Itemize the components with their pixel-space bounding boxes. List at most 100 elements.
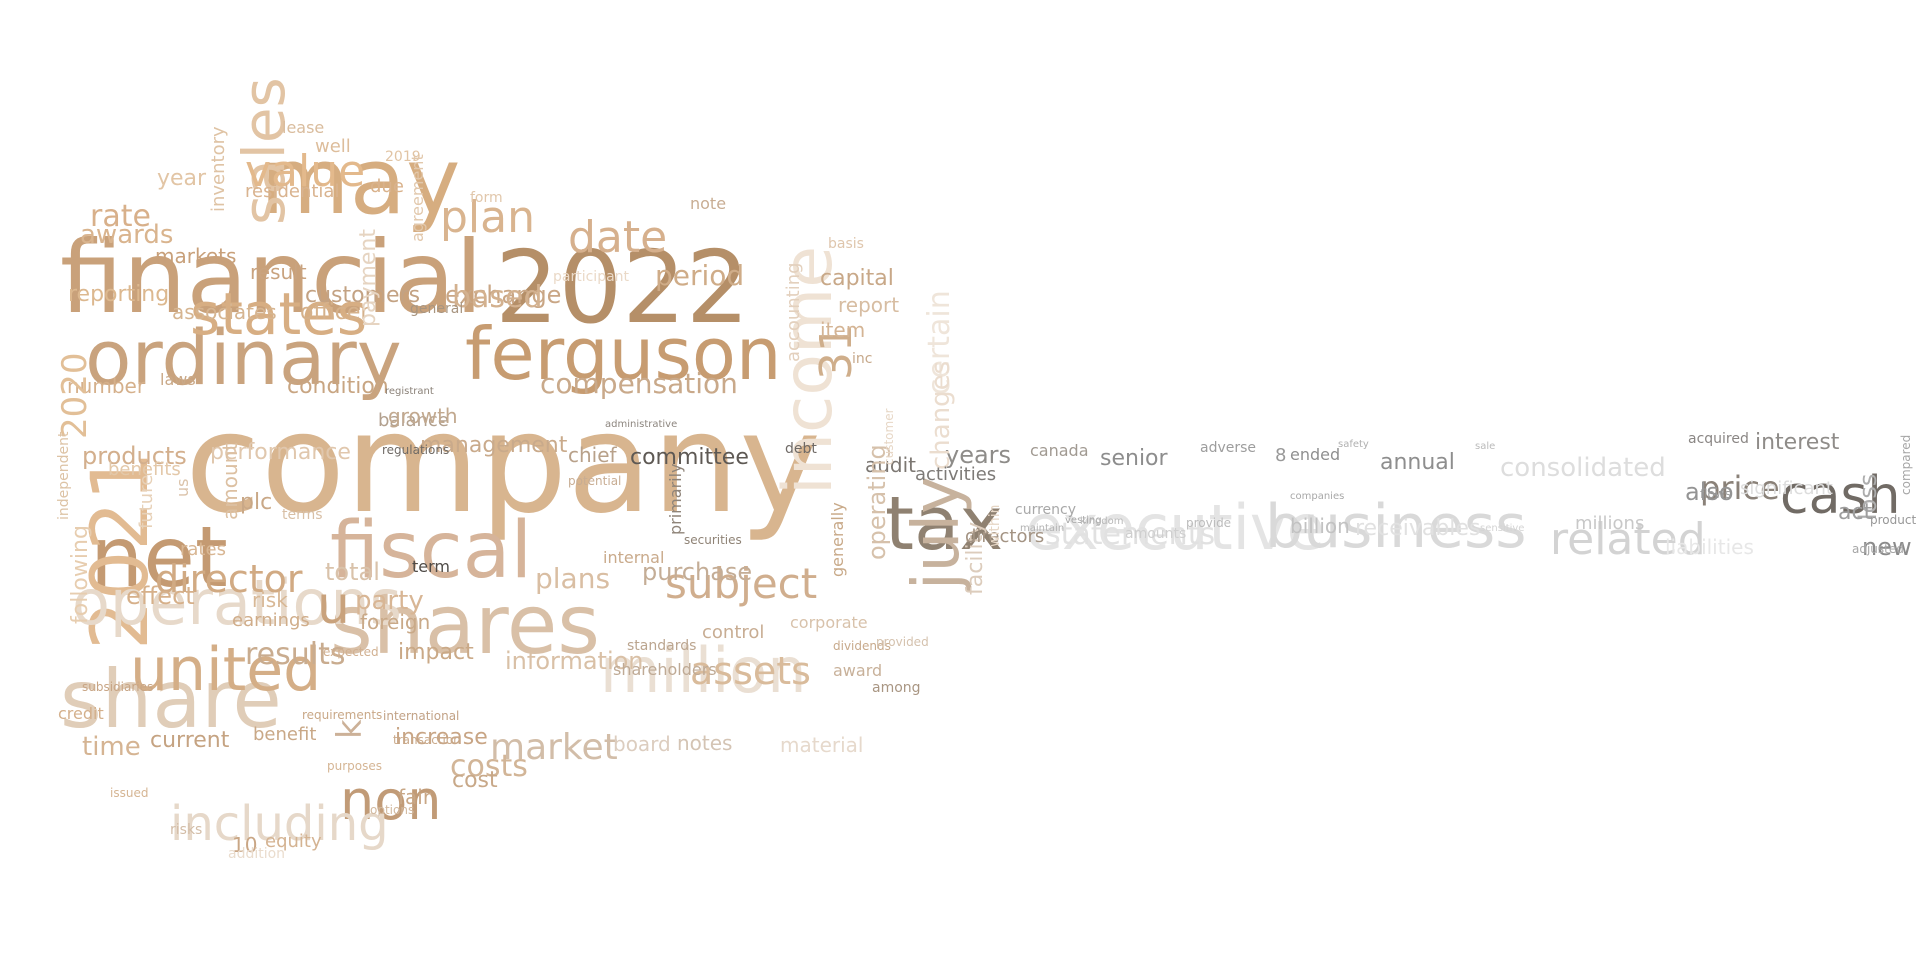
cloud-word-audit: audit: [865, 453, 917, 477]
cloud-word-registrant: registrant: [385, 386, 434, 397]
cloud-word-sale: sale: [1475, 441, 1496, 452]
cloud-word-balance: balance: [378, 410, 449, 431]
cloud-word-benefits: benefits: [108, 459, 181, 480]
cloud-word-control: control: [702, 622, 765, 643]
cloud-word-independent: independent: [56, 431, 72, 521]
cloud-word-ended: ended: [1290, 445, 1341, 464]
cloud-word-impact: impact: [398, 640, 474, 665]
cloud-word-business: business: [1265, 492, 1527, 562]
cloud-word-price: price: [1700, 469, 1780, 507]
cloud-word-purposes: purposes: [327, 759, 383, 773]
cloud-word-terms: terms: [282, 507, 323, 523]
cloud-word-exchange: exchange: [445, 281, 562, 309]
cloud-word-board: board: [613, 732, 671, 756]
cloud-word-cash: cash: [1780, 466, 1901, 526]
cloud-word-senior: senior: [1100, 446, 1168, 471]
cloud-word-reporting: reporting: [68, 282, 170, 307]
cloud-word-rate: rate: [90, 199, 151, 234]
cloud-word-value: value: [245, 146, 366, 197]
cloud-word-options: options: [370, 803, 415, 817]
cloud-word-addition: addition: [228, 846, 286, 862]
cloud-word-equity: equity: [265, 831, 322, 852]
cloud-word-share: share: [60, 653, 282, 746]
cloud-word-directors: directors: [965, 526, 1045, 547]
cloud-word-director: director: [155, 557, 303, 601]
cloud-word-also: also: [1685, 478, 1734, 506]
cloud-word-rates: rates: [180, 539, 226, 560]
cloud-word-dividends: dividends: [833, 639, 891, 653]
cloud-word-vesting: vesting: [1065, 515, 1102, 526]
cloud-word-corporate: corporate: [790, 613, 868, 632]
cloud-word-united: united: [130, 635, 322, 705]
cloud-word-including: including: [170, 796, 389, 852]
cloud-word-costs: costs: [450, 749, 528, 784]
cloud-word-form: form: [470, 190, 503, 206]
cloud-word-management: management: [420, 433, 568, 458]
cloud-word-basis: basis: [828, 236, 864, 252]
cloud-word-condition: condition: [287, 374, 389, 399]
cloud-word-issued: issued: [110, 786, 149, 800]
cloud-word-information: information: [505, 647, 644, 675]
cloud-word-liabilities: liabilities: [1665, 535, 1754, 559]
cloud-word-lease: lease: [282, 118, 325, 137]
cloud-word-act: act: [1838, 500, 1873, 525]
cloud-word-associates: associates: [172, 300, 277, 324]
cloud-word-awards: awards: [80, 220, 174, 250]
cloud-word-products: products: [82, 442, 187, 470]
cloud-word-may: may: [260, 128, 461, 235]
cloud-word-market: market: [490, 727, 618, 768]
cloud-word-shares: shares: [330, 578, 601, 673]
cloud-word-note: note: [690, 194, 727, 213]
cloud-word-interest: interest: [1755, 430, 1840, 455]
cloud-word-following: following: [68, 525, 93, 624]
cloud-word-transaction: transaction: [393, 733, 461, 747]
cloud-word-years: years: [945, 441, 1012, 469]
cloud-word-expected: expected: [323, 645, 379, 659]
cloud-word-year: year: [157, 166, 207, 191]
cloud-word-u: u: [317, 576, 350, 636]
cloud-word-increase: increase: [395, 725, 488, 750]
cloud-word-committee: committee: [630, 445, 749, 470]
cloud-word-plc: plc: [240, 490, 273, 515]
cloud-word-time: time: [82, 732, 141, 762]
cloud-word-award: award: [833, 661, 883, 680]
cloud-word-provided: provided: [876, 635, 929, 649]
cloud-word-officer: officer: [300, 300, 370, 325]
cloud-word-k: k: [330, 719, 370, 739]
cloud-word-compared: compared: [1899, 434, 1913, 495]
cloud-word-primarily: primarily: [666, 463, 685, 535]
cloud-word-net: net: [90, 508, 228, 606]
cloud-word-effect: effect: [126, 582, 195, 610]
cloud-word-annual: annual: [1380, 450, 1455, 475]
cloud-word-tax: tax: [885, 481, 1004, 567]
cloud-word-international: international: [383, 709, 460, 723]
cloud-word-2019: 2019: [385, 149, 421, 165]
cloud-word-period: period: [655, 259, 745, 292]
cloud-word-debt: debt: [785, 441, 817, 457]
cloud-word-markets: markets: [155, 244, 237, 268]
cloud-word-risks: risks: [170, 822, 203, 838]
cloud-word-number: number: [67, 374, 146, 398]
cloud-word-foreign: foreign: [360, 610, 431, 634]
cloud-word-us: us: [173, 478, 192, 497]
cloud-word-subject: subject: [665, 559, 818, 608]
cloud-word-growth: growth: [388, 404, 458, 428]
cloud-word-2020: 2020: [55, 352, 95, 439]
cloud-word-related: related: [1550, 514, 1706, 565]
cloud-word-result: result: [250, 260, 307, 284]
cloud-word-financial: financial: [60, 219, 483, 336]
cloud-word-requirements: requirements: [302, 708, 383, 722]
cloud-word-currency: currency: [1015, 502, 1076, 518]
cloud-word-party: party: [355, 586, 424, 616]
cloud-word-item: item: [820, 318, 866, 342]
cloud-word-acquired: acquired: [1688, 431, 1749, 447]
cloud-word-10: 10: [232, 833, 258, 857]
cloud-word-cost: cost: [452, 768, 498, 793]
cloud-word-laws: laws: [160, 370, 196, 389]
cloud-word-changes: changes: [926, 360, 956, 470]
cloud-word-term: term: [412, 557, 450, 576]
cloud-word-administrative: administrative: [605, 419, 678, 430]
cloud-word-participant: participant: [553, 269, 630, 285]
cloud-word-credit: credit: [58, 704, 104, 723]
cloud-word-residential: residential: [245, 181, 340, 202]
